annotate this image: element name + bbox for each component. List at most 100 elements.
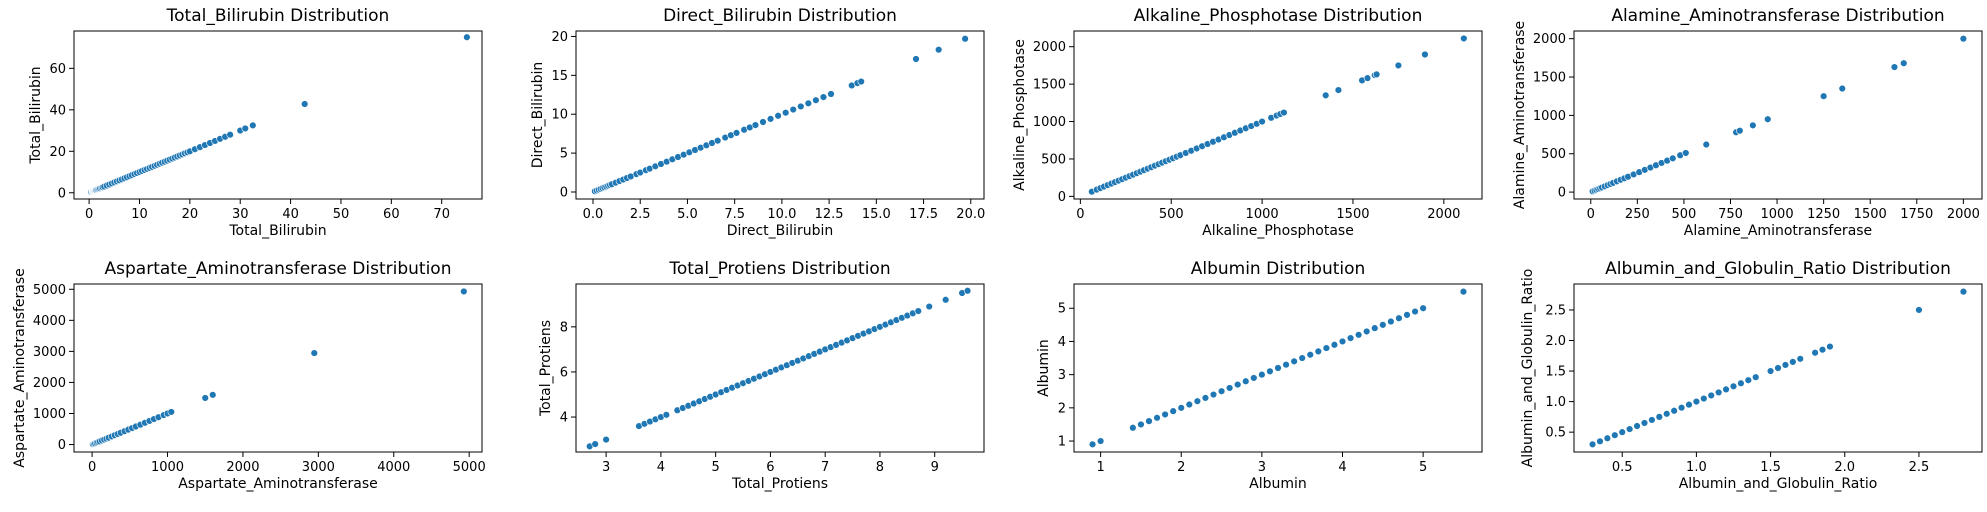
scatter-point <box>1774 364 1782 372</box>
x-tick-label: 5 <box>712 460 720 475</box>
scatter-point <box>1209 390 1218 399</box>
panel-title: Albumin Distribution <box>1191 259 1366 279</box>
scatter-points <box>89 287 468 448</box>
scatter-point <box>1354 331 1363 339</box>
y-tick-label: 500 <box>1541 147 1566 162</box>
x-tick-label: 6 <box>766 460 774 475</box>
scatter-point <box>914 307 922 315</box>
x-tick-label: 4 <box>1338 460 1346 475</box>
x-tick-label: 1.0 <box>1686 460 1707 475</box>
scatter-panel-8: Albumin_and_Globulin_Ratio Distribution 0… <box>1520 259 1983 492</box>
scatter-point <box>1663 410 1671 418</box>
y-tick-label: 1.0 <box>1545 395 1566 410</box>
scatter-point <box>1618 428 1626 436</box>
y-tick-label: 2 <box>1058 401 1066 416</box>
scatter-point <box>1419 304 1427 312</box>
x-tick-label: 3 <box>1258 460 1266 475</box>
scatter-point <box>819 93 828 101</box>
scatter-point <box>912 55 920 63</box>
y-tick-label: 4 <box>1058 335 1066 350</box>
x-tick-label: 12.5 <box>815 207 844 222</box>
x-tick-label: 5 <box>1419 460 1427 475</box>
scatter-panel-7: Albumin Distribution 1 2 3 4 5 1 2 3 4 5 Albumin Alb… <box>1036 259 1483 492</box>
x-tick-label: 17.5 <box>909 207 938 222</box>
x-axis-label: Direct_Bilirubin <box>727 223 833 239</box>
scatter-point <box>1372 70 1381 79</box>
scatter-point <box>1702 140 1710 149</box>
scatter-point <box>226 131 234 139</box>
x-tick-label: 2.0 <box>1834 460 1855 475</box>
y-tick-label: 15 <box>551 69 568 84</box>
scatter-point <box>1258 370 1266 379</box>
y-tick-label: 40 <box>49 103 66 118</box>
x-tick-label: 4 <box>657 460 665 475</box>
x-tick-label: 1.5 <box>1760 460 1781 475</box>
x-tick-label: 70 <box>433 207 450 222</box>
scatter-point <box>827 90 835 98</box>
scatter-point <box>1737 379 1745 387</box>
scatter-point <box>1403 311 1411 319</box>
scatter-point <box>1692 397 1701 406</box>
scatter-point <box>789 105 797 114</box>
scatter-point <box>1395 314 1403 322</box>
scatter-point <box>1169 407 1177 415</box>
scatter-point <box>1670 407 1678 415</box>
y-axis-label: Direct_Bilirubin <box>530 62 546 168</box>
scatter-point <box>1298 354 1306 362</box>
x-tick-label: 1 <box>1096 460 1104 475</box>
scatter-point <box>591 440 599 448</box>
scatter-point <box>1177 404 1185 412</box>
y-tick-label: 1 <box>1058 435 1066 450</box>
x-tick-label: 20.0 <box>956 207 985 222</box>
scatter-point <box>1290 357 1298 366</box>
y-tick-label: 0 <box>58 438 66 453</box>
scatter-point <box>1460 34 1468 43</box>
scatter-point <box>1640 419 1649 427</box>
x-tick-label: 2000 <box>1427 207 1460 222</box>
x-tick-label: 0 <box>1076 207 1084 222</box>
x-tick-label: 1000 <box>1246 207 1279 222</box>
scatter-points <box>87 33 471 196</box>
panel-title: Alamine_Aminotransferase Distribution <box>1611 6 1944 26</box>
plot-frame <box>1573 30 1983 200</box>
x-tick-label: 7.5 <box>724 207 745 222</box>
scatter-point <box>1685 400 1693 409</box>
scatter-point <box>463 33 471 41</box>
scatter-point <box>732 129 741 137</box>
scatter-point <box>1306 351 1314 359</box>
y-axis-label: Albumin <box>1036 339 1052 397</box>
y-tick-label: 5 <box>1058 302 1066 317</box>
x-tick-label: 1500 <box>1336 207 1369 222</box>
y-tick-label: 0 <box>1058 190 1066 205</box>
plot-frame <box>1073 283 1483 453</box>
scatter-point <box>1752 373 1760 381</box>
y-tick-label: 20 <box>551 30 568 45</box>
y-tick-label: 5 <box>560 147 568 162</box>
x-tick-label: 1250 <box>1807 207 1840 222</box>
x-axis-label: Albumin <box>1249 476 1307 492</box>
scatter-point <box>1648 416 1656 424</box>
x-tick-label: 30 <box>232 207 249 222</box>
y-tick-label: 2.5 <box>1545 303 1566 318</box>
scatter-point <box>1796 355 1804 363</box>
scatter-point <box>1736 127 1744 135</box>
x-axis-label: Albumin_and_Globulin_Ratio <box>1679 476 1878 492</box>
scatter-point <box>1145 417 1153 425</box>
y-tick-label: 3000 <box>33 345 66 360</box>
x-tick-label: 0 <box>85 207 93 222</box>
x-axis-label: Alamine_Aminotransferase <box>1684 223 1872 239</box>
scatter-point <box>662 411 671 419</box>
x-tick-label: 3 <box>602 460 610 475</box>
x-axis-label: Total_Protiens <box>731 476 828 492</box>
panel-title: Albumin_and_Globulin_Ratio Distribution <box>1605 259 1951 279</box>
x-tick-label: 0 <box>1587 207 1595 222</box>
scatter-point <box>934 45 943 54</box>
scatter-panel-2: Direct_Bilirubin Distribution 0.0 2.5 5.0 7.… <box>530 6 985 239</box>
scatter-point <box>1282 360 1290 369</box>
scatter-panel-3: Alkaline_Phosphotase Distribution 0 500 100… <box>1012 6 1483 239</box>
scatter-point <box>249 121 257 130</box>
scatter-point <box>1242 377 1250 385</box>
scatter-point <box>1789 358 1797 366</box>
scatter-point <box>1334 86 1343 94</box>
